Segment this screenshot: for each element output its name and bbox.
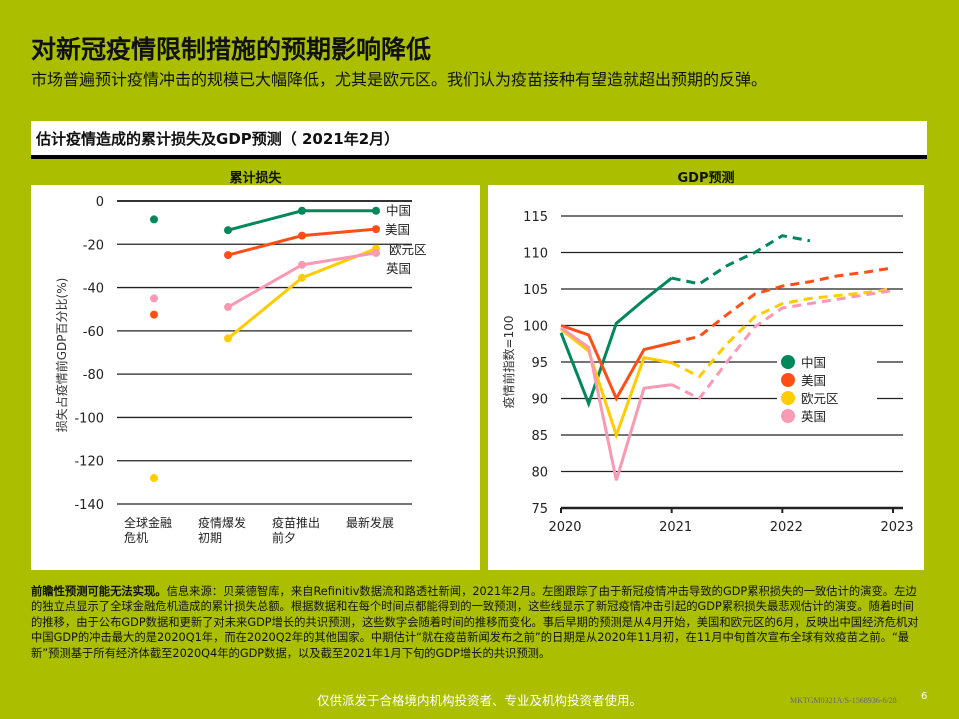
x-tick-label: 2023 <box>880 520 913 535</box>
x-tick-label: 初期 <box>198 531 222 545</box>
series-actual-中国 <box>559 276 673 408</box>
document-code: MKTGM0321A/S-1568936-6/28 <box>790 696 897 705</box>
y-tick-label: 85 <box>531 429 548 444</box>
x-tick-label: 危机 <box>124 531 148 545</box>
data-point-欧元区 <box>298 273 306 282</box>
y-tick-label: 95 <box>531 356 548 371</box>
series-actual-美国 <box>560 324 673 402</box>
data-point-欧元区 <box>224 334 232 343</box>
legend-marker-中国 <box>781 355 795 369</box>
y-tick-label: -120 <box>74 455 104 470</box>
series-forecast-美国 <box>671 266 894 345</box>
legend-label-美国: 美国 <box>801 373 826 388</box>
legend-marker-英国 <box>781 409 795 423</box>
data-point-中国 <box>372 206 380 215</box>
series-label-英国: 英国 <box>386 261 411 276</box>
data-point-美国 <box>372 225 380 234</box>
page-title: 对新冠疫情限制措施的预期影响降低 <box>31 35 432 64</box>
y-tick-label: -40 <box>83 282 104 297</box>
series-actual-英国 <box>560 326 672 481</box>
data-point-美国 <box>150 310 158 319</box>
y-tick-label: 100 <box>523 320 548 335</box>
x-tick-label: 前夕 <box>272 530 296 545</box>
y-tick-label: 115 <box>523 210 548 225</box>
page-number: 6 <box>921 691 928 702</box>
left-chart-title: 累计损失 <box>229 171 282 186</box>
legend-marker-欧元区 <box>781 391 795 405</box>
left-y-axis-label: 损失占疫情前GDP百分比(%) <box>54 278 69 433</box>
legend-label-欧元区: 欧元区 <box>801 391 839 406</box>
y-tick-label: -20 <box>83 238 104 253</box>
footnote: 前瞻性预测可能无法实现。信息来源：贝莱德智库，来自Refinitiv数据流和路透… <box>31 584 921 661</box>
disclaimer: 仅供派发于合格境内机构投资者、专业及机构投资者使用。 <box>316 693 642 708</box>
series-forecast-英国 <box>670 288 894 401</box>
data-point-中国 <box>224 226 232 235</box>
data-point-美国 <box>224 251 232 260</box>
series-label-美国: 美国 <box>385 222 410 237</box>
section-header: 估计疫情造成的累计损失及GDP预测（ 2021年2月） <box>31 121 927 159</box>
legend-label-中国: 中国 <box>801 355 826 370</box>
footnote-text: 信息来源：贝莱德智库，来自Refinitiv数据流和路透社新闻，2021年2月。… <box>31 585 919 660</box>
page-subtitle: 市场普遍预计疫情冲击的规模已大幅降低，尤其是欧元区。我们认为疫苗接种有望造就超出… <box>31 70 768 89</box>
data-point-中国 <box>298 206 306 215</box>
footnote-bold: 前瞻性预测可能无法实现。 <box>31 585 167 598</box>
right-chart-title: GDP预测 <box>677 171 735 186</box>
data-point-美国 <box>298 231 306 240</box>
legend-label-英国: 英国 <box>801 409 826 424</box>
data-point-英国 <box>224 303 232 312</box>
legend-marker-美国 <box>781 373 795 387</box>
y-tick-label: 0 <box>96 195 104 210</box>
x-tick-label: 疫情爆发 <box>198 515 246 530</box>
series-label-中国: 中国 <box>386 203 411 218</box>
section-title: 估计疫情造成的累计损失及GDP预测（ 2021年2月） <box>36 130 400 148</box>
data-point-欧元区 <box>150 474 158 483</box>
series-forecast-欧元区 <box>670 287 894 379</box>
data-point-英国 <box>298 260 306 269</box>
series-label-欧元区: 欧元区 <box>389 242 427 257</box>
series-actual-欧元区 <box>560 327 672 440</box>
x-tick-label: 2021 <box>659 520 692 535</box>
data-point-中国 <box>150 215 158 224</box>
x-tick-label: 疫苗推出 <box>272 515 320 530</box>
y-tick-label: -60 <box>83 325 104 340</box>
x-tick-label: 2020 <box>548 520 581 535</box>
y-tick-label: 105 <box>523 283 548 298</box>
y-tick-label: -100 <box>74 411 104 426</box>
y-tick-label: -80 <box>83 368 104 383</box>
data-point-英国 <box>372 248 380 257</box>
x-tick-label: 全球金融 <box>124 515 172 530</box>
right-y-axis-label: 疫情前指数=100 <box>501 316 516 409</box>
y-tick-label: -140 <box>74 498 104 513</box>
series-forecast-中国 <box>671 234 811 286</box>
y-tick-label: 75 <box>531 502 548 517</box>
y-tick-label: 110 <box>523 247 548 262</box>
x-tick-label: 最新发展 <box>346 515 394 530</box>
y-tick-label: 90 <box>531 393 548 408</box>
x-tick-label: 2022 <box>770 520 803 535</box>
data-point-英国 <box>150 294 158 303</box>
y-tick-label: 80 <box>531 466 548 481</box>
